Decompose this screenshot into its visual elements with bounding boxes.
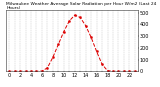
Text: Milwaukee Weather Average Solar Radiation per Hour W/m2 (Last 24 Hours): Milwaukee Weather Average Solar Radiatio… [6, 2, 157, 10]
